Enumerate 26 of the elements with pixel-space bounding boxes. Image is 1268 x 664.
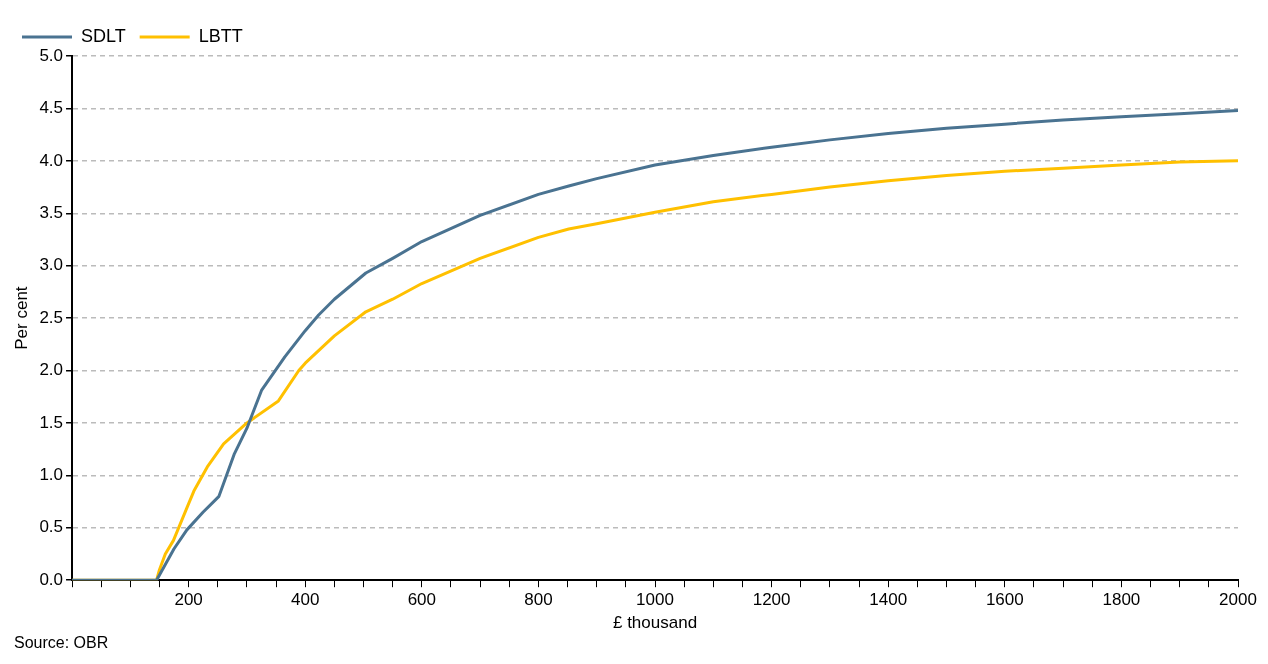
y-tick-label: 0.0 — [39, 569, 64, 589]
x-axis-title: £ thousand — [612, 613, 698, 633]
x-tick-label: 1600 — [985, 590, 1024, 610]
x-tick-label: 1800 — [1102, 590, 1141, 610]
x-tick-label: 1000 — [636, 590, 674, 610]
y-tick-label: 0.5 — [39, 517, 64, 537]
y-tick-label: 4.0 — [39, 150, 64, 170]
y-tick-label: 5.0 — [39, 45, 64, 65]
y-tick-label: 2.0 — [39, 360, 64, 380]
y-tick-label: 2.5 — [39, 307, 64, 327]
y-tick-label: 1.0 — [39, 465, 64, 485]
x-tick-label: 1400 — [869, 590, 908, 610]
legend-label: SDLT — [81, 25, 126, 46]
y-tick-label: 3.5 — [39, 202, 64, 222]
x-tick-label: 200 — [174, 590, 203, 610]
x-tick-label: 800 — [524, 590, 553, 610]
x-tick-label: 600 — [407, 590, 437, 610]
x-tick-label: 400 — [291, 590, 320, 610]
source-note: Source: OBR — [14, 634, 109, 652]
y-axis-title: Per cent — [11, 286, 31, 350]
x-tick-label: 1200 — [752, 590, 791, 610]
y-tick-label: 4.5 — [39, 98, 64, 118]
x-tick-label: 2000 — [1219, 590, 1257, 610]
y-tick-label: 1.5 — [39, 412, 64, 432]
legend-label: LBTT — [198, 25, 243, 46]
y-tick-label: 3.0 — [39, 255, 64, 275]
